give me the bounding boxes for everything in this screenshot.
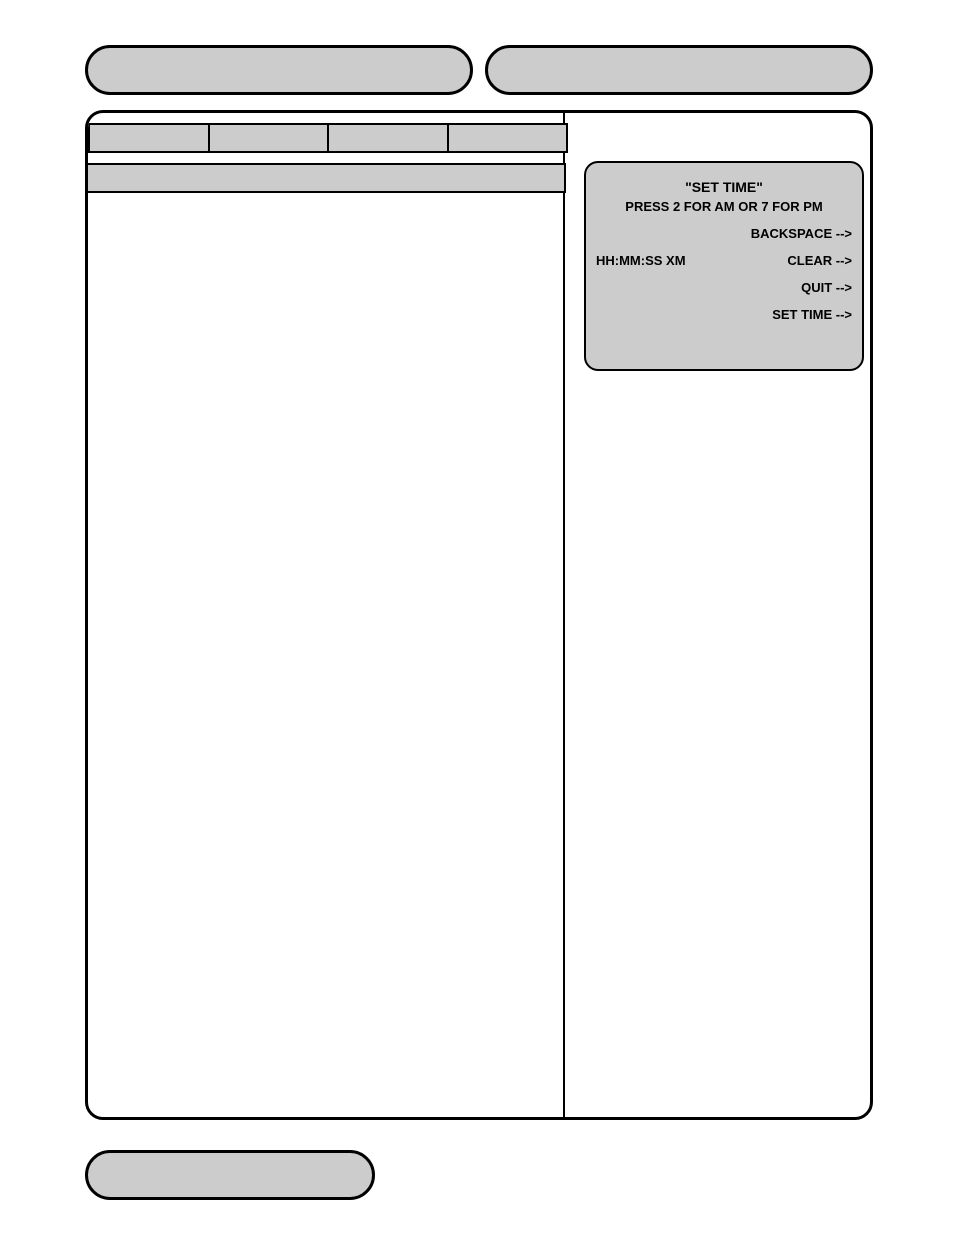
set-time-action[interactable]: SET TIME --> [596, 307, 852, 322]
tab-row [88, 123, 566, 153]
header-band [88, 163, 566, 193]
vertical-divider [563, 113, 565, 1117]
header-pill-right [485, 45, 873, 95]
clear-action[interactable]: CLEAR --> [686, 253, 852, 268]
footer-pill [85, 1150, 375, 1200]
dialog-title: "SET TIME" [596, 179, 852, 195]
tab-3[interactable] [327, 123, 449, 153]
header-pill-left [85, 45, 473, 95]
backspace-action[interactable]: BACKSPACE --> [596, 226, 852, 241]
time-format-hint: HH:MM:SS XM [596, 253, 686, 268]
tab-1[interactable] [88, 123, 210, 153]
tab-2[interactable] [208, 123, 330, 153]
set-time-dialog: "SET TIME" PRESS 2 FOR AM OR 7 FOR PM BA… [584, 161, 864, 371]
quit-action[interactable]: QUIT --> [596, 280, 852, 295]
main-frame: "SET TIME" PRESS 2 FOR AM OR 7 FOR PM BA… [85, 110, 873, 1120]
tab-4[interactable] [447, 123, 569, 153]
dialog-subtitle: PRESS 2 FOR AM OR 7 FOR PM [596, 199, 852, 214]
